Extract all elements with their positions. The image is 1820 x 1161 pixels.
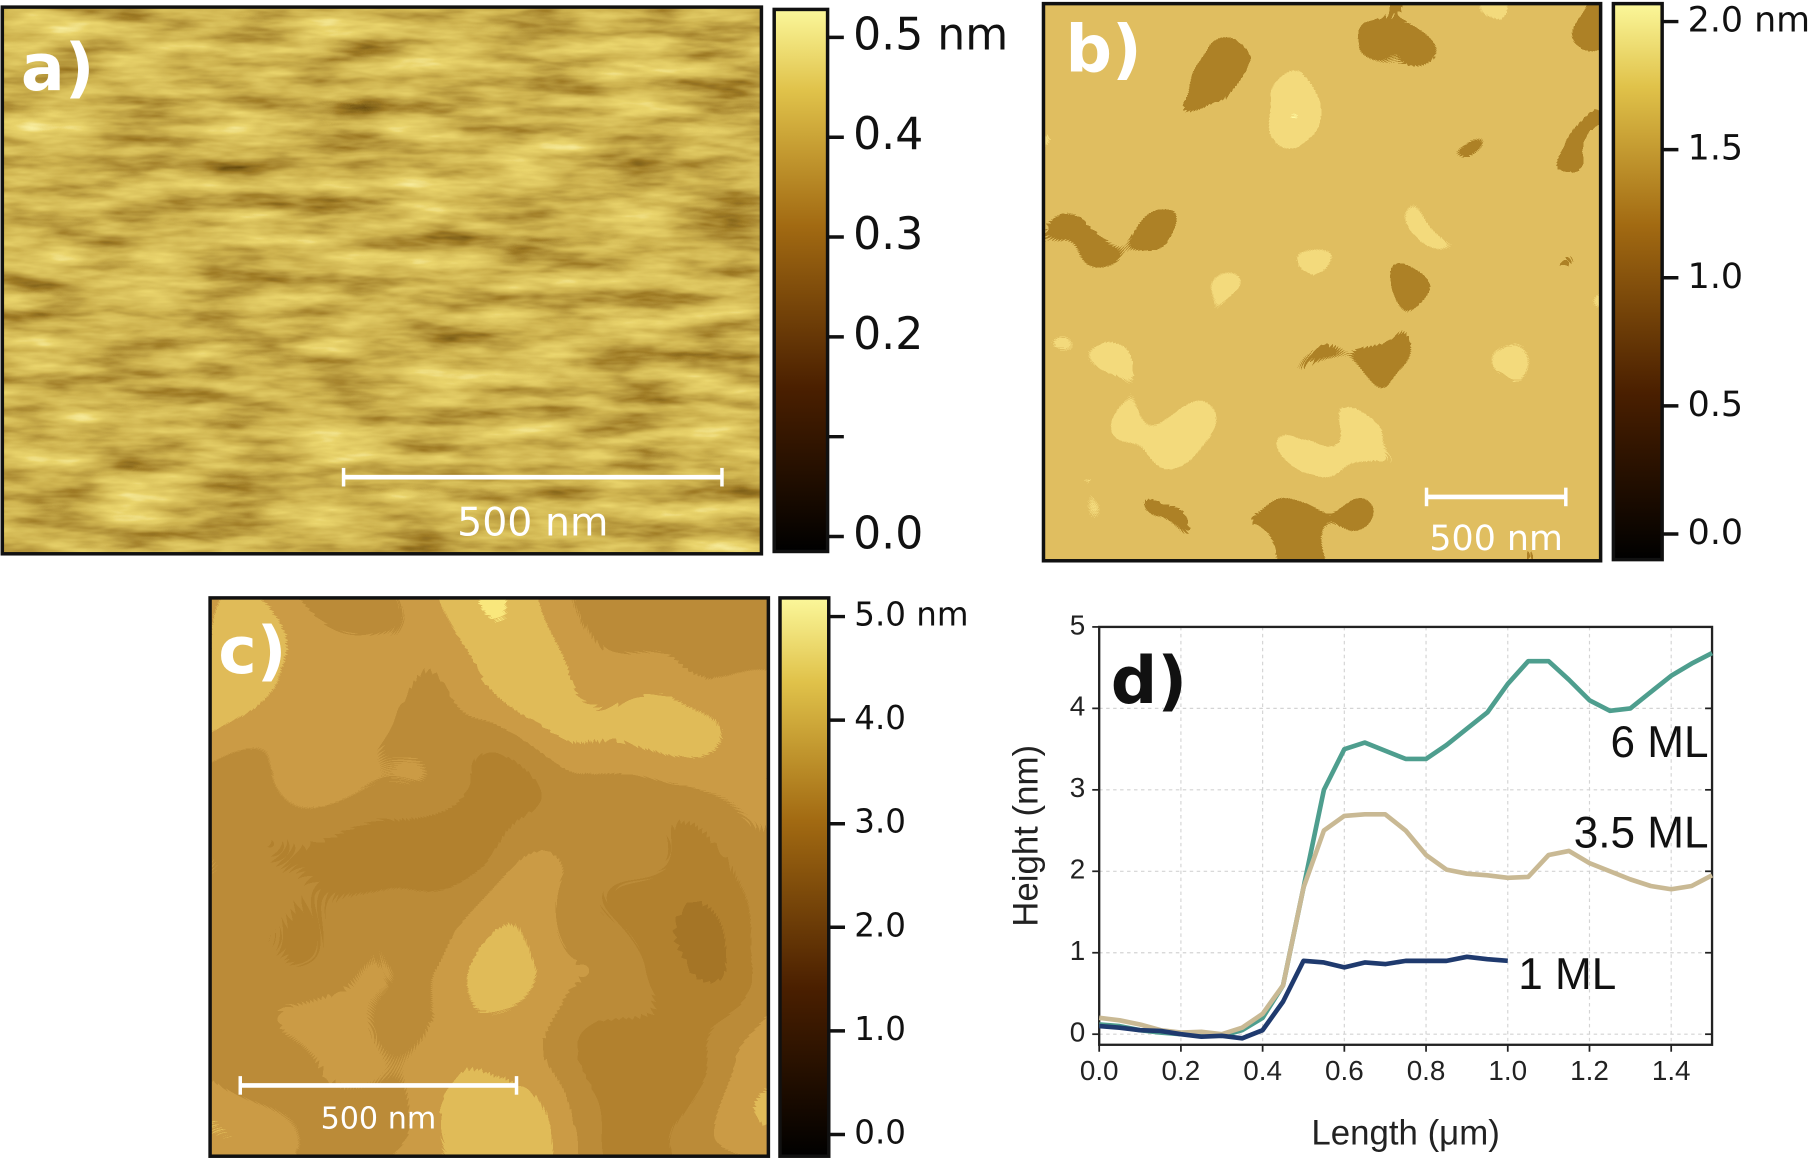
y-axis-label: Height (nm) bbox=[1007, 745, 1046, 927]
panel-label: a) bbox=[21, 31, 95, 106]
y-tick-label: 2 bbox=[1070, 854, 1086, 885]
series-line bbox=[1099, 650, 1714, 1039]
x-tick-label: 1.4 bbox=[1652, 1055, 1691, 1086]
colorbar-tick-label: 2.0 nm bbox=[1688, 1, 1810, 41]
x-tick-label: 0.2 bbox=[1162, 1055, 1201, 1086]
colorbar-tick-label: 4.0 bbox=[854, 699, 906, 737]
colorbar-tick-label: 0.0 bbox=[854, 1113, 906, 1151]
x-tick-label: 0.8 bbox=[1407, 1055, 1446, 1086]
y-tick-label: 4 bbox=[1070, 691, 1086, 722]
scale-bar-label: 500 nm bbox=[1429, 519, 1563, 559]
colorbar-tick-label: 0.0 bbox=[853, 509, 923, 560]
colorbar-tick-label: 1.5 bbox=[1688, 129, 1743, 169]
y-tick-label: 0 bbox=[1070, 1017, 1086, 1048]
x-tick-label: 0.6 bbox=[1325, 1055, 1364, 1086]
scale-bar-label: 500 nm bbox=[321, 1102, 437, 1137]
colorbar bbox=[1611, 1, 1664, 562]
afm-image bbox=[1043, 3, 1601, 561]
y-tick-label: 5 bbox=[1070, 609, 1086, 640]
series-label: 6 ML bbox=[1611, 718, 1709, 767]
colorbar-tick-label: 0.0 bbox=[1688, 513, 1743, 553]
series-line bbox=[1098, 811, 1714, 1037]
series-label: 3.5 ML bbox=[1574, 809, 1709, 858]
y-tick-label: 1 bbox=[1070, 935, 1086, 966]
x-tick-label: 0.0 bbox=[1080, 1055, 1119, 1086]
colorbar-tick-label: 5.0 nm bbox=[854, 596, 968, 634]
colorbar bbox=[772, 7, 830, 554]
colorbar-tick-label: 0.4 bbox=[853, 109, 923, 160]
x-tick-label: 1.0 bbox=[1488, 1055, 1527, 1086]
panel-label: c) bbox=[218, 614, 286, 689]
x-tick-label: 0.4 bbox=[1243, 1055, 1282, 1086]
panel-label: d) bbox=[1111, 644, 1187, 719]
image-frame bbox=[0, 5, 764, 556]
colorbar bbox=[778, 596, 831, 1158]
colorbar-tick-label: 3.0 bbox=[854, 803, 906, 841]
panel-label: b) bbox=[1066, 13, 1142, 88]
colorbar-tick-label: 2.0 bbox=[854, 906, 906, 944]
colorbar-tick-label: 1.0 bbox=[854, 1010, 906, 1048]
image-frame bbox=[208, 596, 771, 1158]
colorbar-tick-label: 1.0 bbox=[1688, 257, 1743, 297]
x-tick-label: 1.2 bbox=[1570, 1055, 1609, 1086]
plot-frame bbox=[1098, 625, 1714, 1046]
afm-image bbox=[210, 597, 769, 1157]
scale-bar-label: 500 nm bbox=[457, 499, 608, 545]
y-tick-label: 3 bbox=[1070, 772, 1086, 803]
x-axis-label: Length (μm) bbox=[1311, 1114, 1499, 1153]
afm-image bbox=[2, 7, 762, 554]
image-frame bbox=[1041, 1, 1603, 563]
series-line bbox=[1099, 954, 1508, 1041]
colorbar-tick-label: 0.3 bbox=[853, 209, 923, 260]
colorbar-tick-label: 0.2 bbox=[853, 309, 923, 360]
colorbar-tick-label: 0.5 nm bbox=[853, 9, 1008, 60]
series-label: 1 ML bbox=[1518, 950, 1616, 999]
colorbar-tick-label: 0.5 bbox=[1688, 385, 1743, 425]
